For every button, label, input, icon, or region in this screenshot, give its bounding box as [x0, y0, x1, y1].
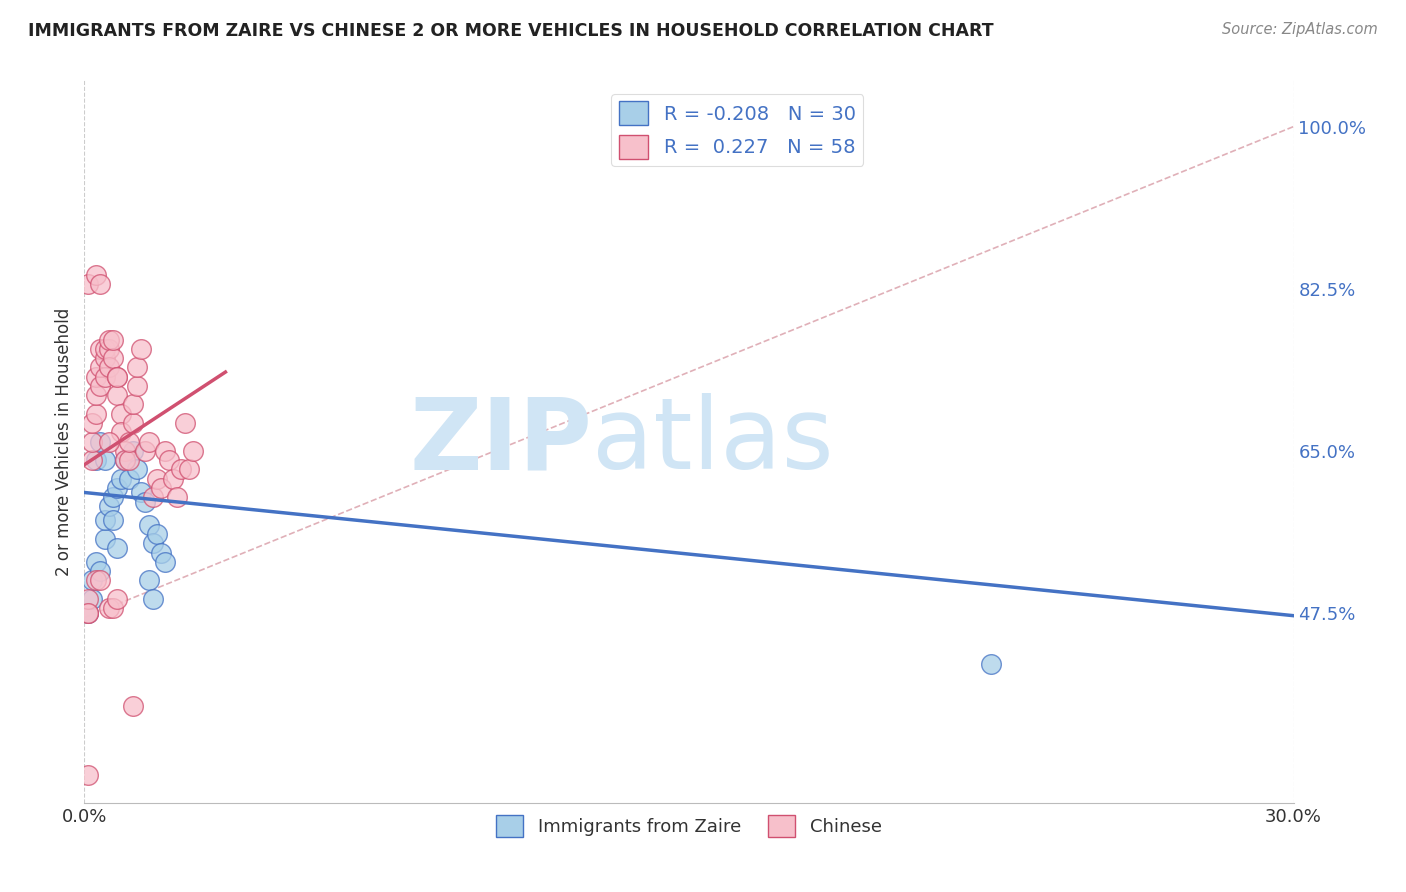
Point	[134, 494, 156, 508]
Point	[129, 485, 152, 500]
Point	[118, 472, 141, 486]
Point	[86, 555, 108, 569]
Point	[980, 657, 1002, 671]
Point	[97, 500, 120, 514]
Point	[125, 379, 148, 393]
Point	[121, 698, 143, 713]
Point	[97, 360, 120, 375]
Text: atlas: atlas	[592, 393, 834, 490]
Point	[97, 601, 120, 615]
Point	[149, 481, 172, 495]
Point	[89, 342, 111, 356]
Point	[82, 416, 104, 430]
Text: ZIP: ZIP	[409, 393, 592, 490]
Point	[86, 407, 108, 421]
Point	[93, 532, 115, 546]
Point	[86, 388, 108, 402]
Point	[101, 513, 124, 527]
Point	[93, 369, 115, 384]
Point	[77, 606, 100, 620]
Point	[110, 472, 132, 486]
Point	[162, 472, 184, 486]
Point	[77, 606, 100, 620]
Y-axis label: 2 or more Vehicles in Household: 2 or more Vehicles in Household	[55, 308, 73, 575]
Point	[134, 443, 156, 458]
Point	[174, 416, 197, 430]
Point	[89, 434, 111, 449]
Point	[138, 434, 160, 449]
Point	[142, 536, 165, 550]
Point	[97, 333, 120, 347]
Point	[86, 268, 108, 282]
Point	[82, 574, 104, 588]
Point	[105, 388, 128, 402]
Point	[77, 277, 100, 291]
Point	[114, 443, 136, 458]
Point	[101, 351, 124, 366]
Point	[97, 434, 120, 449]
Point	[114, 453, 136, 467]
Point	[129, 342, 152, 356]
Point	[142, 490, 165, 504]
Point	[118, 434, 141, 449]
Text: Source: ZipAtlas.com: Source: ZipAtlas.com	[1222, 22, 1378, 37]
Point	[118, 453, 141, 467]
Point	[146, 527, 169, 541]
Point	[89, 360, 111, 375]
Point	[101, 601, 124, 615]
Legend: Immigrants from Zaire, Chinese: Immigrants from Zaire, Chinese	[489, 808, 889, 845]
Point	[89, 277, 111, 291]
Point	[110, 425, 132, 440]
Point	[86, 574, 108, 588]
Point	[146, 472, 169, 486]
Point	[97, 342, 120, 356]
Point	[77, 606, 100, 620]
Point	[121, 397, 143, 411]
Point	[114, 453, 136, 467]
Point	[89, 574, 111, 588]
Point	[166, 490, 188, 504]
Point	[101, 333, 124, 347]
Point	[142, 592, 165, 607]
Point	[125, 360, 148, 375]
Point	[89, 379, 111, 393]
Point	[105, 369, 128, 384]
Point	[181, 443, 204, 458]
Point	[157, 453, 180, 467]
Point	[110, 407, 132, 421]
Point	[77, 768, 100, 782]
Point	[121, 416, 143, 430]
Point	[125, 462, 148, 476]
Point	[105, 369, 128, 384]
Point	[138, 574, 160, 588]
Point	[121, 443, 143, 458]
Point	[82, 453, 104, 467]
Point	[93, 513, 115, 527]
Point	[86, 453, 108, 467]
Point	[82, 592, 104, 607]
Point	[105, 592, 128, 607]
Point	[153, 555, 176, 569]
Point	[93, 453, 115, 467]
Point	[77, 592, 100, 607]
Point	[179, 462, 201, 476]
Point	[149, 546, 172, 560]
Point	[93, 351, 115, 366]
Point	[138, 517, 160, 532]
Point	[82, 434, 104, 449]
Point	[101, 490, 124, 504]
Point	[153, 443, 176, 458]
Point	[93, 342, 115, 356]
Point	[89, 564, 111, 578]
Point	[105, 481, 128, 495]
Text: IMMIGRANTS FROM ZAIRE VS CHINESE 2 OR MORE VEHICLES IN HOUSEHOLD CORRELATION CHA: IMMIGRANTS FROM ZAIRE VS CHINESE 2 OR MO…	[28, 22, 994, 40]
Point	[105, 541, 128, 555]
Point	[86, 369, 108, 384]
Point	[170, 462, 193, 476]
